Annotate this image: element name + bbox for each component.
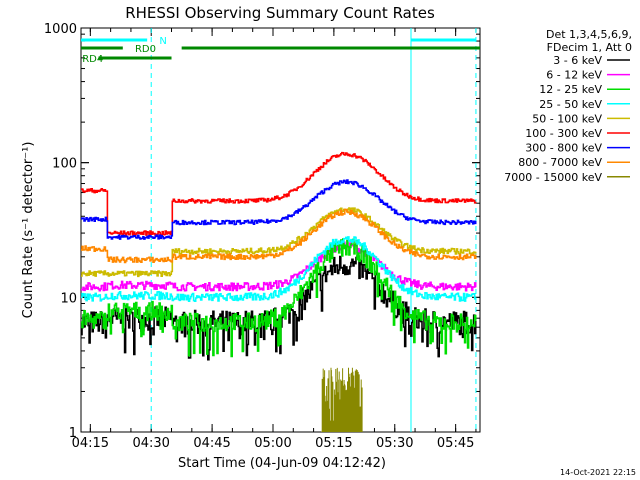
x-tick-label: 05:00: [254, 436, 291, 451]
x-axis-label: Start Time (04-Jun-09 04:12:42): [178, 456, 386, 471]
y-tick-label: 1000: [44, 22, 77, 37]
x-tick-label: 04:30: [132, 436, 169, 451]
series-25-50-kev: [81, 236, 477, 302]
series-800-7000-kev: [81, 208, 477, 264]
legend-header: Det 1,3,4,5,6,9,: [546, 28, 632, 41]
y-tick-label: 100: [52, 157, 77, 172]
plot-frame: [80, 27, 481, 433]
y-tick-label: 10: [60, 291, 77, 306]
series-12-25-kev: [81, 238, 477, 358]
legend-label: 800 - 7000 keV: [518, 156, 602, 169]
x-tick-label: 04:45: [193, 436, 230, 451]
series-50-100-kev: [81, 207, 477, 278]
x-tick-label: 05:45: [437, 436, 474, 451]
series-7000-15000-kev: [321, 367, 363, 432]
series-6-12-kev: [81, 241, 477, 292]
legend-label: 25 - 50 keV: [539, 98, 602, 111]
flag-label-rd0: RD0: [135, 44, 156, 55]
x-tick-label: 05:30: [376, 436, 413, 451]
legend-label: 100 - 300 keV: [525, 127, 602, 140]
legend-label: 12 - 25 keV: [539, 83, 602, 96]
x-tick-label: 05:15: [315, 436, 352, 451]
series-300-800-kev: [81, 179, 477, 240]
legend-label: 50 - 100 keV: [532, 112, 602, 125]
legend-header: FDecim 1, Att 0: [547, 41, 632, 54]
legend-label: 3 - 6 keV: [553, 54, 602, 67]
legend-label: 7000 - 15000 keV: [504, 171, 602, 184]
series-100-300-kev: [81, 151, 477, 236]
flag-label-n: N: [159, 36, 166, 47]
flag-label-rd4: RD4: [82, 54, 103, 65]
x-tick-label: 04:15: [72, 436, 109, 451]
chart-title: RHESSI Observing Summary Count Rates: [125, 4, 435, 22]
y-axis-label: Count Rate (s⁻¹ detector⁻¹): [21, 142, 36, 319]
legend-label: 6 - 12 keV: [546, 69, 602, 82]
generation-timestamp: 14-Oct-2021 22:15: [560, 468, 636, 477]
legend-label: 300 - 800 keV: [525, 142, 602, 155]
y-tick-label: 1: [69, 426, 77, 441]
